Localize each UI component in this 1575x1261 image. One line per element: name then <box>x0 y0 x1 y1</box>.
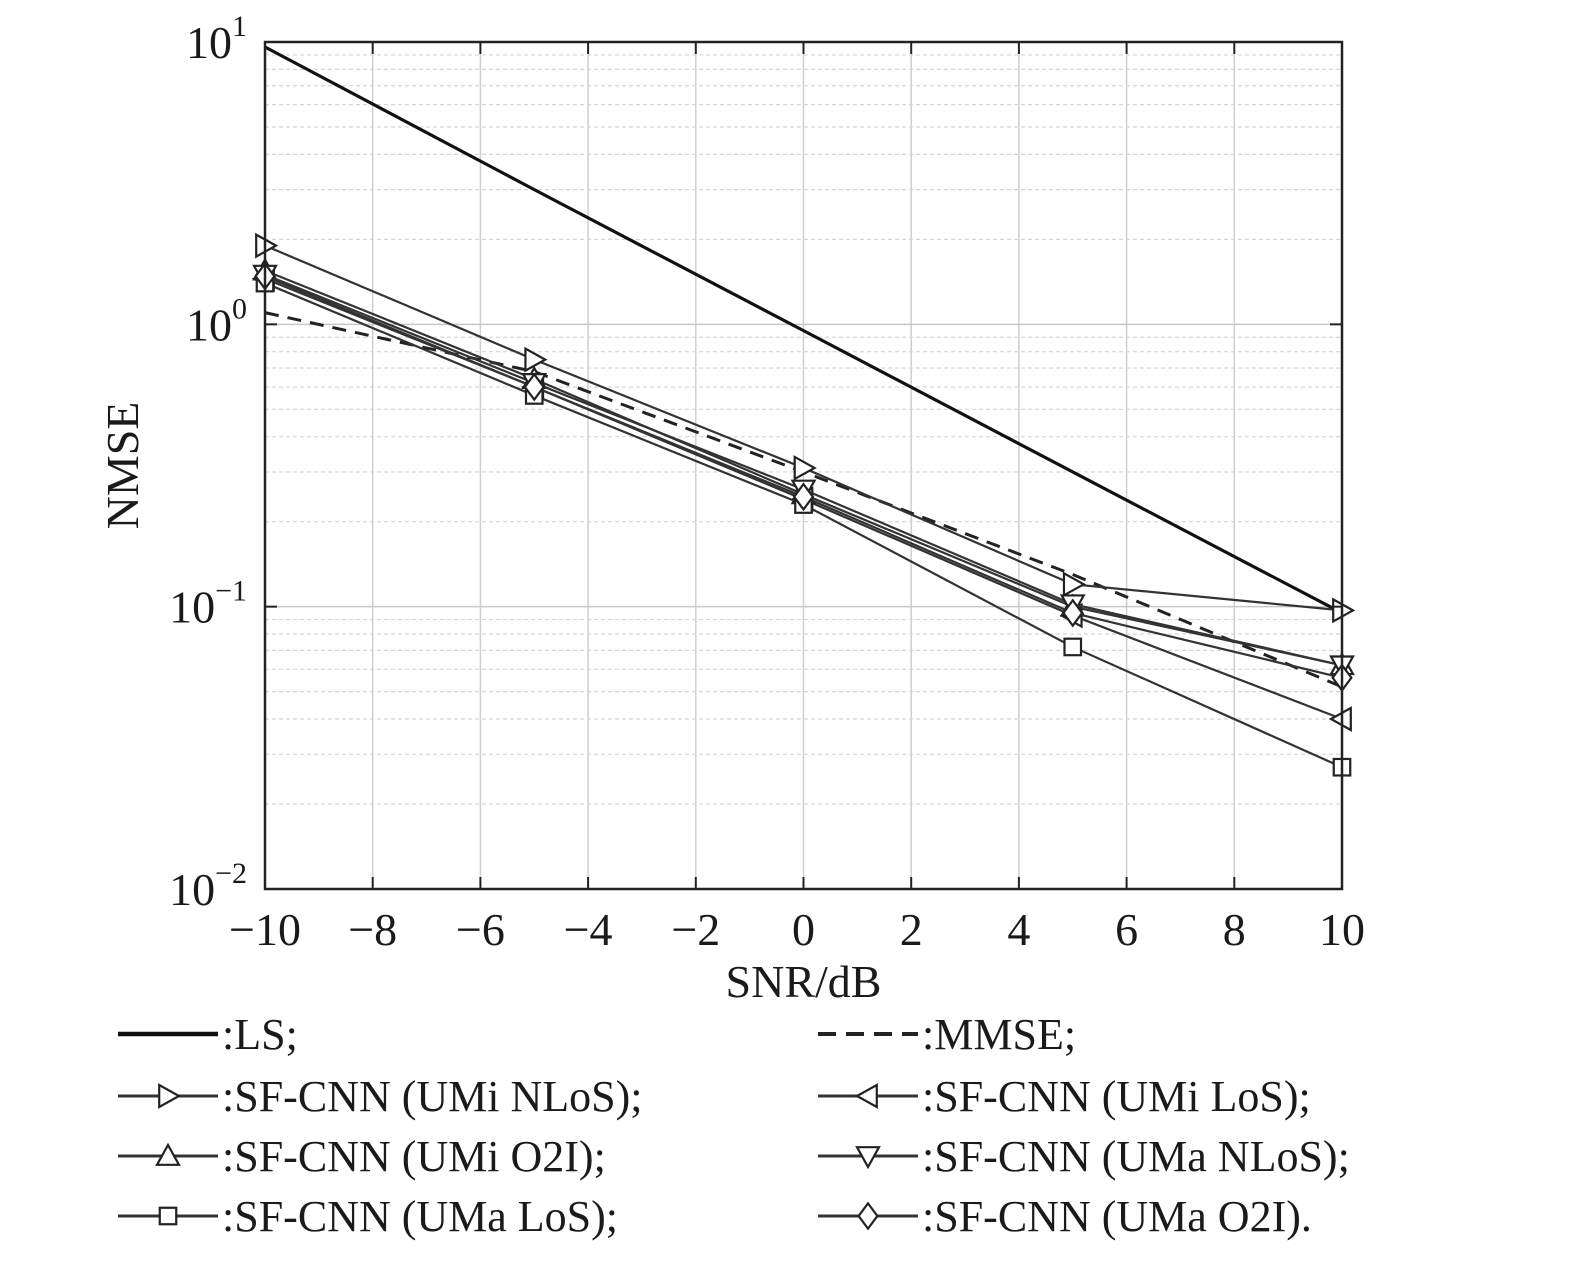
x-tick-label: 10 <box>1319 904 1365 955</box>
ticks: −10 −8 −6 −4 −2 0 2 4 6 8 10 101 100 10−1 10−2 <box>169 10 1365 955</box>
x-axis-title: SNR/dB <box>726 956 882 1007</box>
diamond-marker <box>523 372 545 402</box>
x-tick-label: 8 <box>1223 904 1246 955</box>
series-layer <box>251 45 1356 777</box>
x-tick-label: −4 <box>564 904 613 955</box>
x-tick-label: 4 <box>1007 904 1030 955</box>
x-tick-label: −8 <box>348 904 397 955</box>
x-tick-label: 0 <box>792 904 815 955</box>
legend-label: :LS; <box>222 1010 298 1059</box>
triangle-right-marker <box>793 455 817 481</box>
triangle-right-marker <box>1062 571 1087 598</box>
triangle-down-marker <box>855 1146 881 1170</box>
legend-item: :SF-CNN (UMi LoS); <box>818 1072 1311 1121</box>
square-marker <box>1063 637 1083 657</box>
y-tick-label: 10−1 <box>169 575 247 633</box>
legend-label: :SF-CNN (UMa O2I). <box>922 1192 1312 1241</box>
y-tick-label: 100 <box>186 292 247 350</box>
x-tick-label: −10 <box>229 904 301 955</box>
square-marker <box>158 1206 178 1226</box>
triangle-right-marker <box>158 1083 182 1109</box>
y-axis-title: NMSE <box>97 402 148 530</box>
legend: :LS; :MMSE; :SF-CNN (UMi NLoS); :SF-CNN (UM… <box>118 1010 1350 1241</box>
diamond-marker <box>1062 598 1084 628</box>
legend-label: :SF-CNN (UMa LoS); <box>222 1192 618 1241</box>
series-0 <box>264 45 1343 615</box>
legend-label: :SF-CNN (UMi LoS); <box>922 1072 1311 1121</box>
legend-item: :LS; <box>118 1010 298 1059</box>
x-tick-label: −2 <box>671 904 720 955</box>
triangle-up-marker <box>155 1142 181 1166</box>
legend-item: :SF-CNN (UMa O2I). <box>818 1192 1312 1241</box>
series-7 <box>254 261 1353 693</box>
legend-item: :SF-CNN (UMi O2I); <box>118 1132 606 1181</box>
legend-label: :SF-CNN (UMi NLoS); <box>222 1072 643 1121</box>
y-tick-label: 101 <box>186 10 247 68</box>
legend-label: :SF-CNN (UMi O2I); <box>222 1132 606 1181</box>
legend-item: :SF-CNN (UMi NLoS); <box>118 1072 643 1121</box>
legend-label: :MMSE; <box>922 1010 1076 1059</box>
y-tick-label: 10−2 <box>169 857 247 915</box>
legend-item: :SF-CNN (UMa LoS); <box>118 1192 618 1241</box>
legend-item: :MMSE; <box>818 1010 1076 1059</box>
x-tick-label: 2 <box>900 904 923 955</box>
legend-item: :SF-CNN (UMa NLoS); <box>818 1132 1350 1181</box>
x-tick-label: 6 <box>1115 904 1138 955</box>
series-line <box>264 45 1343 615</box>
legend-label: :SF-CNN (UMa NLoS); <box>922 1132 1350 1181</box>
x-tick-label: −6 <box>456 904 505 955</box>
diamond-marker <box>857 1201 879 1231</box>
triangle-left-marker <box>854 1083 878 1109</box>
series-2 <box>255 232 1356 624</box>
diamond-marker <box>792 482 815 512</box>
triangle-right-marker <box>524 346 548 373</box>
